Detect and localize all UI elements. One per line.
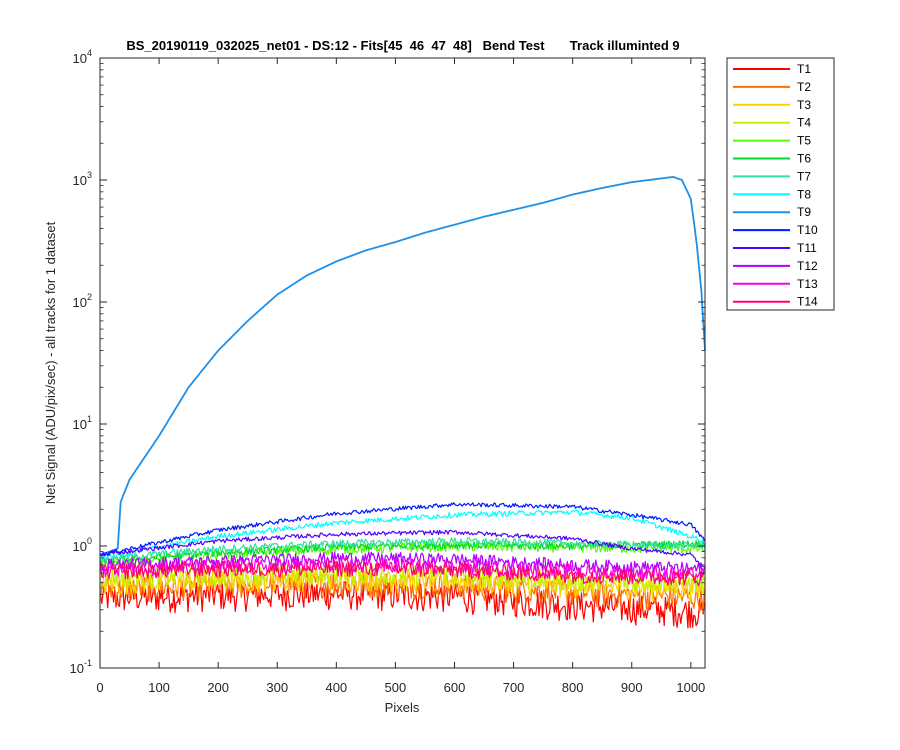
y-axis-label: Net Signal (ADU/pix/sec) - all tracks fo… bbox=[43, 221, 58, 504]
x-axis-label: Pixels bbox=[385, 700, 420, 715]
x-tick-label: 800 bbox=[562, 680, 584, 695]
series-line-t7 bbox=[100, 537, 705, 563]
series-group bbox=[100, 176, 706, 629]
legend-label-t9: T9 bbox=[797, 205, 811, 219]
legend-label-t5: T5 bbox=[797, 134, 811, 148]
y-tick-base: 10 bbox=[73, 51, 87, 66]
y-tick-label: 104 bbox=[73, 48, 92, 66]
legend-label-t12: T12 bbox=[797, 259, 818, 273]
legend-label-t1: T1 bbox=[797, 62, 811, 76]
y-tick-base: 10 bbox=[73, 173, 87, 188]
x-axis: 0 100 200 300 400 500 600 700 800 900 1000 bbox=[96, 58, 705, 695]
legend-label-t11: T11 bbox=[797, 241, 817, 255]
legend-label-t10: T10 bbox=[797, 223, 818, 237]
legend-label-t8: T8 bbox=[797, 187, 811, 201]
legend-label-t2: T2 bbox=[797, 80, 811, 94]
x-tick-label: 900 bbox=[621, 680, 643, 695]
y-tick-exponent: 3 bbox=[87, 170, 92, 180]
y-tick-label: 10-1 bbox=[70, 658, 92, 676]
series-line-t9 bbox=[100, 176, 706, 556]
x-tick-label: 300 bbox=[266, 680, 288, 695]
series-line-t11 bbox=[100, 529, 705, 568]
legend-label-t3: T3 bbox=[797, 98, 811, 112]
y-tick-base: 10 bbox=[73, 295, 87, 310]
y-tick-exponent: 2 bbox=[87, 292, 92, 302]
legend-box bbox=[726, 57, 835, 311]
chart-title: BS_20190119_032025_net01 - DS:12 - Fits[… bbox=[126, 38, 679, 53]
x-tick-label: 400 bbox=[325, 680, 347, 695]
y-tick-label: 102 bbox=[73, 292, 92, 310]
legend-label-t13: T13 bbox=[797, 277, 818, 291]
y-tick-base: 10 bbox=[70, 661, 84, 676]
plot-frame bbox=[99, 57, 706, 669]
y-tick-exponent: 4 bbox=[87, 48, 92, 58]
y-tick-label: 100 bbox=[73, 536, 92, 554]
legend-label-t14: T14 bbox=[797, 295, 818, 309]
x-tick-label: 100 bbox=[148, 680, 170, 695]
y-tick-exponent: 1 bbox=[87, 414, 92, 424]
series-line-t14 bbox=[100, 560, 705, 587]
x-tick-label: 1000 bbox=[676, 680, 705, 695]
x-tick-label: 600 bbox=[444, 680, 466, 695]
legend-label-t4: T4 bbox=[797, 116, 811, 130]
y-tick-base: 10 bbox=[73, 539, 87, 554]
y-tick-exponent: 0 bbox=[87, 536, 92, 546]
y-tick-base: 10 bbox=[73, 417, 87, 432]
y-tick-exponent: -1 bbox=[84, 658, 92, 668]
x-tick-label: 200 bbox=[207, 680, 229, 695]
y-tick-label: 103 bbox=[73, 170, 92, 188]
x-tick-label: 700 bbox=[503, 680, 525, 695]
series-line-t2 bbox=[100, 571, 705, 613]
legend-label-t6: T6 bbox=[797, 152, 811, 166]
series-line-t8 bbox=[100, 509, 705, 561]
legend-label-t7: T7 bbox=[797, 169, 811, 183]
series-line-t10 bbox=[100, 502, 705, 557]
legend: T1 T2 T3 T4 T5 T6 T7 T8 T9 T10 T11 T12 T13 T14 bbox=[726, 57, 835, 311]
x-tick-label: 500 bbox=[385, 680, 407, 695]
y-tick-label: 101 bbox=[73, 414, 92, 432]
x-tick-label: 0 bbox=[96, 680, 103, 695]
